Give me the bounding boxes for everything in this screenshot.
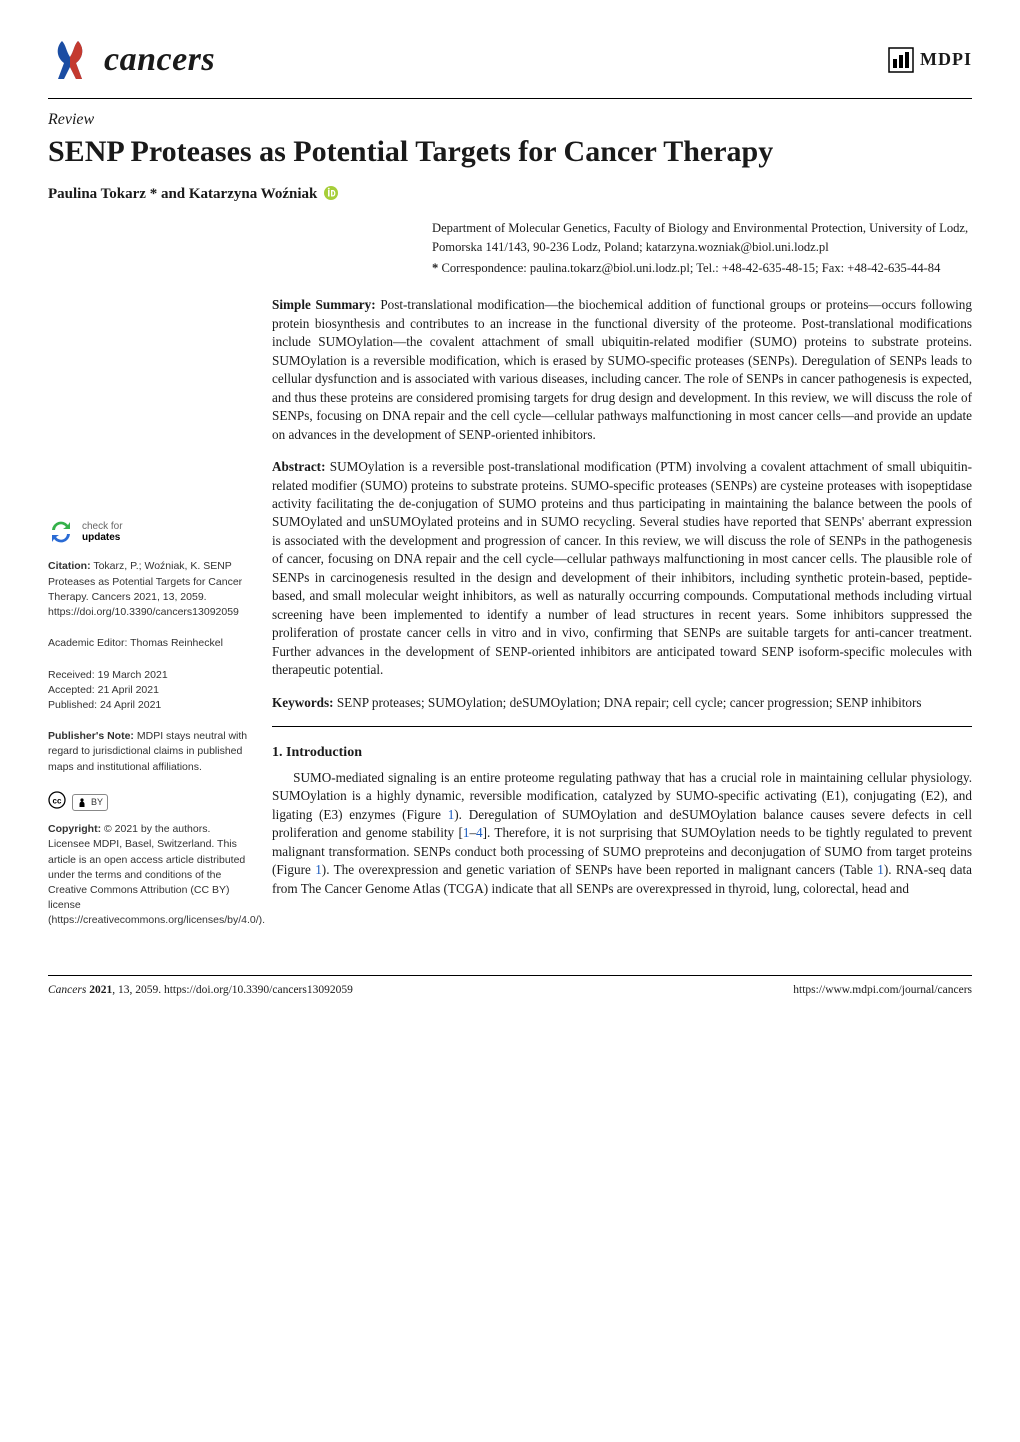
editor-value: Thomas Reinheckel [130, 637, 223, 649]
by-text: BY [91, 796, 103, 809]
published-label: Published: [48, 699, 97, 711]
affiliation-text: Department of Molecular Genetics, Facult… [432, 219, 972, 257]
mdpi-logo: MDPI [888, 47, 972, 73]
article-type: Review [48, 109, 972, 131]
citation-label: Citation: [48, 560, 91, 572]
footer-left: Cancers 2021, 13, 2059. https://doi.org/… [48, 982, 353, 998]
sidebar: check for updates Citation: Tokarz, P.; … [48, 219, 248, 944]
copyright-label: Copyright: [48, 823, 101, 835]
updates-text: check for updates [82, 521, 123, 543]
keywords-text: SENP proteases; SUMOylation; deSUMOylati… [337, 695, 922, 710]
keywords-label: Keywords: [272, 695, 334, 710]
svg-text:cc: cc [53, 796, 62, 805]
figure-1b-link[interactable]: 1 [315, 862, 322, 877]
authors-line: Paulina Tokarz * and Katarzyna Woźniak [48, 184, 972, 205]
cc-badge-row: cc BY [48, 791, 248, 814]
footer-right[interactable]: https://www.mdpi.com/journal/cancers [793, 982, 972, 998]
by-badge: BY [72, 794, 108, 811]
received-date: 19 March 2021 [98, 669, 168, 681]
dates-block: Received: 19 March 2021 Accepted: 21 Apr… [48, 668, 248, 714]
table-1-link[interactable]: 1 [877, 862, 884, 877]
updates-line1: check for [82, 521, 123, 532]
accepted-label: Accepted: [48, 684, 95, 696]
abstract-block: Abstract: SUMOylation is a reversible po… [272, 458, 972, 680]
journal-name: cancers [104, 36, 215, 84]
accepted-date: 21 April 2021 [98, 684, 159, 696]
footer-rest: , 13, 2059. https://doi.org/10.3390/canc… [112, 984, 353, 996]
abstract-text: SUMOylation is a reversible post-transla… [272, 459, 972, 677]
cite-4-link[interactable]: 4 [476, 825, 483, 840]
published-date: 24 April 2021 [100, 699, 161, 711]
footer-year: 2021 [89, 984, 112, 996]
orcid-icon[interactable] [324, 186, 338, 200]
editor-label: Academic Editor: [48, 637, 127, 649]
cancers-ribbon-icon [48, 37, 94, 83]
affiliation-block: Department of Molecular Genetics, Facult… [432, 219, 972, 278]
journal-logo: cancers [48, 36, 215, 84]
publishers-note-label: Publisher's Note: [48, 730, 134, 742]
copyright-text: © 2021 by the authors. Licensee MDPI, Ba… [48, 823, 265, 926]
footer-journal: Cancers [48, 984, 89, 996]
abstract-label: Abstract: [272, 459, 325, 474]
received-label: Received: [48, 669, 95, 681]
simple-summary-text: Post-translational modification—the bioc… [272, 297, 972, 441]
correspondence-text: Correspondence: paulina.tokarz@biol.uni.… [441, 261, 940, 275]
check-for-updates[interactable]: check for updates [48, 519, 248, 545]
cc-icon: cc [48, 791, 66, 814]
section-1-heading: 1. Introduction [272, 743, 972, 763]
simple-summary-block: Simple Summary: Post-translational modif… [272, 296, 972, 444]
copyright-block: Copyright: © 2021 by the authors. Licens… [48, 822, 248, 929]
citation-block: Citation: Tokarz, P.; Woźniak, K. SENP P… [48, 559, 248, 620]
updates-icon [48, 519, 74, 545]
main-column: Department of Molecular Genetics, Facult… [272, 219, 972, 944]
simple-summary-label: Simple Summary: [272, 297, 376, 312]
mdpi-icon [888, 47, 914, 73]
keywords-block: Keywords: SENP proteases; SUMOylation; d… [272, 694, 972, 712]
editor-block: Academic Editor: Thomas Reinheckel [48, 636, 248, 651]
top-bar: cancers MDPI [48, 36, 972, 84]
horizontal-rule [48, 98, 972, 99]
section-1-body: SUMO-mediated signaling is an entire pro… [272, 769, 972, 898]
horizontal-rule [272, 726, 972, 727]
footer: Cancers 2021, 13, 2059. https://doi.org/… [48, 975, 972, 998]
updates-line2: updates [82, 532, 123, 543]
publishers-note-block: Publisher's Note: MDPI stays neutral wit… [48, 729, 248, 775]
authors-text: Paulina Tokarz * and Katarzyna Woźniak [48, 186, 317, 202]
mdpi-text: MDPI [920, 47, 972, 72]
article-title: SENP Proteases as Potential Targets for … [48, 133, 972, 171]
intro-text-4: ). The overexpression and genetic variat… [322, 862, 877, 877]
